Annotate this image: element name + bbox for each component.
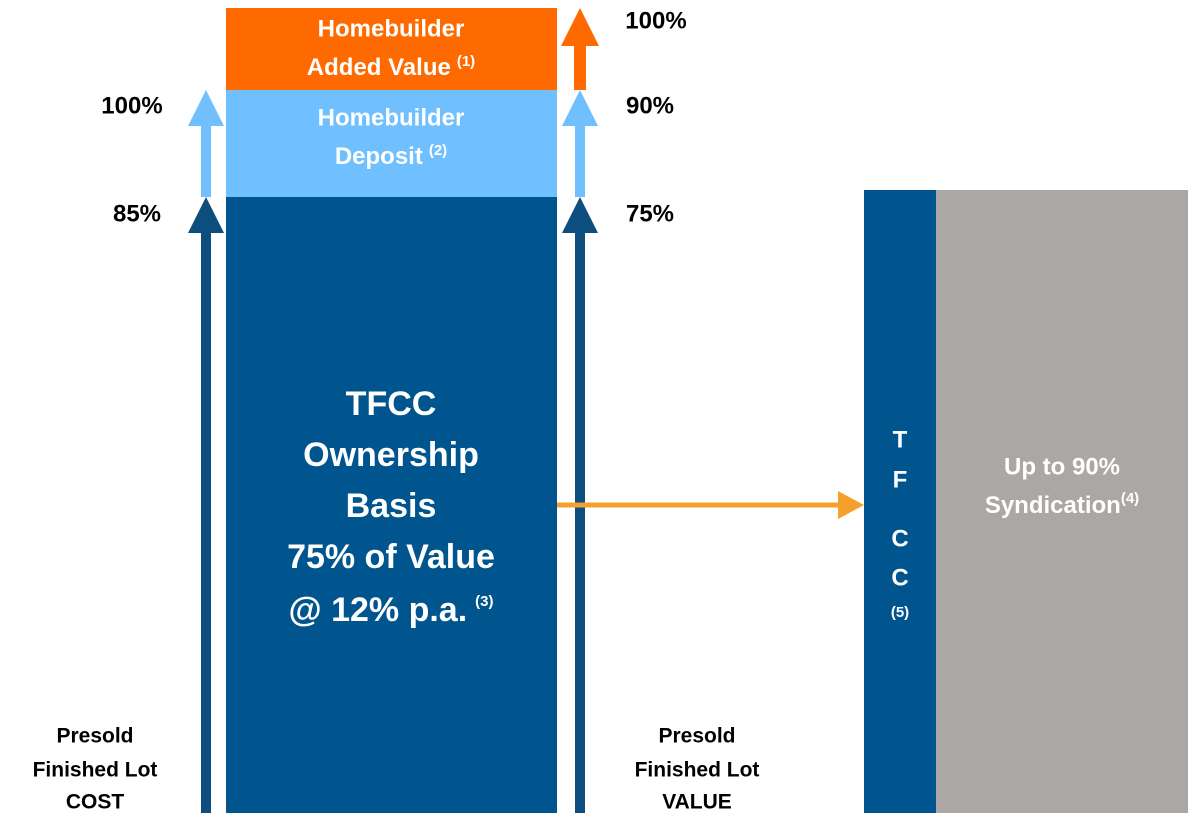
caption: Presold [56,725,133,748]
ownership-text: @ 12% p.a. (3) [288,591,493,629]
arrow-shaft [201,228,211,813]
arrow-head [188,197,224,233]
caption: COST [66,791,125,813]
cost-arrows [188,90,224,813]
footnote-ref: (3) [475,593,493,610]
footnote-ref: (1) [457,53,475,70]
percent-label: 85% [113,200,161,227]
syndication-text: Syndication [985,492,1121,519]
arrow-head [561,8,599,46]
tfcc-letter: C [891,564,908,591]
added-value-block [226,8,557,90]
arrow-shaft [575,122,585,197]
deposit-block [226,90,557,197]
arrow-head [188,90,224,126]
percent-label: 75% [626,200,674,227]
block-text: Added Value [307,54,451,81]
tfcc-letter: T [893,426,908,453]
syndication-text: Up to 90% [1004,453,1120,480]
block-text: Deposit [335,143,423,170]
block-text: Added Value (1) [307,53,475,81]
syndication-text: Syndication(4) [985,490,1139,519]
percent-label: 100% [101,92,162,119]
ownership-text: 75% of Value [287,538,495,576]
tfcc-column [864,190,936,813]
ownership-text: @ 12% p.a. [288,591,467,629]
arrow-head [562,90,598,126]
caption: Finished Lot [635,759,760,782]
block-text: Deposit (2) [335,142,447,170]
caption: VALUE [662,791,732,813]
value-arrows [561,8,599,813]
ownership-text: TFCC [346,385,437,423]
block-text: Homebuilder [318,15,465,42]
percent-label: 90% [626,92,674,119]
ownership-text: Basis [346,487,437,525]
footnote-ref: (4) [1121,490,1139,507]
tfcc-letter: F [893,466,908,493]
flow-arrow-head [838,491,864,519]
arrow-shaft [574,42,586,90]
caption: Finished Lot [33,759,158,782]
tfcc-letter: C [891,525,908,552]
arrow-shaft [575,228,585,813]
footnote-ref: (2) [429,142,447,159]
ownership-text: Ownership [303,436,479,474]
block-text: Homebuilder [318,104,465,131]
caption: Presold [658,725,735,748]
footnote-ref: (5) [891,604,909,621]
percent-label: 100% [625,7,686,34]
arrow-head [562,197,598,233]
ownership-block [226,197,557,813]
syndication-block [936,190,1188,813]
arrow-shaft [201,122,211,197]
